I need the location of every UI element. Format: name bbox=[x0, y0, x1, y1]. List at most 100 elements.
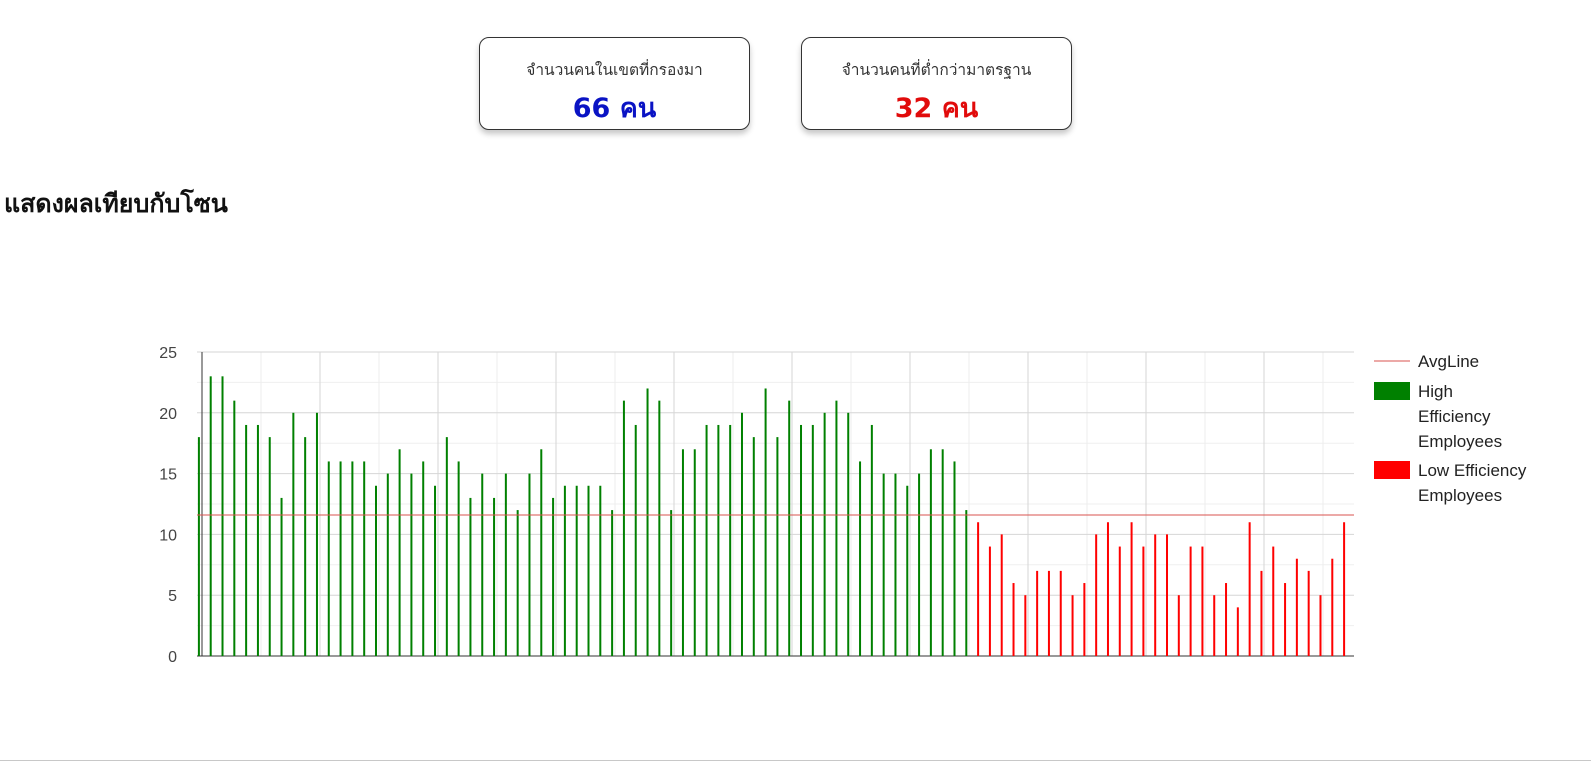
high-efficiency-bar bbox=[800, 424, 803, 656]
section-title: แสดงผลเทียบกับโซน bbox=[4, 189, 228, 218]
low-efficiency-bar bbox=[1000, 534, 1003, 656]
low-efficiency-bar bbox=[1071, 595, 1074, 656]
low-efficiency-bar bbox=[1177, 595, 1180, 656]
high-efficiency-bar bbox=[504, 473, 507, 656]
high-efficiency-bar bbox=[811, 424, 814, 656]
high-efficiency-bar bbox=[351, 461, 354, 656]
high-efficiency-bar bbox=[469, 497, 472, 656]
high-efficiency-bar bbox=[374, 485, 377, 656]
high-efficiency-bar bbox=[740, 412, 743, 656]
high-efficiency-bar bbox=[835, 400, 838, 656]
low-efficiency-bar bbox=[1036, 570, 1039, 656]
low-efficiency-bar bbox=[1272, 546, 1275, 656]
low-efficiency-bar bbox=[1142, 546, 1145, 656]
high-efficiency-bar bbox=[386, 473, 389, 656]
high-efficiency-bar bbox=[658, 400, 661, 656]
high-efficiency-bar bbox=[906, 485, 909, 656]
screened-count-value: 66 คน bbox=[572, 93, 657, 124]
high-efficiency-bar bbox=[221, 376, 224, 656]
high-efficiency-bar bbox=[292, 412, 295, 656]
high-efficiency-bar bbox=[870, 424, 873, 656]
high-efficiency-bar bbox=[233, 400, 236, 656]
efficiency-bar-chart: 0 5 10 15 20 25 AvgLine High Efficiency Employees… bbox=[159, 345, 1527, 666]
low-efficiency-bar bbox=[1248, 522, 1251, 656]
legend-high-label: High Efficiency Employees bbox=[1418, 382, 1502, 451]
low-efficiency-bar bbox=[988, 546, 991, 656]
high-efficiency-bar bbox=[422, 461, 425, 656]
high-efficiency-bar bbox=[847, 412, 850, 656]
legend-low-label: Low Efficiency Employees bbox=[1418, 461, 1527, 505]
low-efficiency-bar bbox=[1083, 583, 1086, 656]
low-efficiency-bar bbox=[1047, 570, 1050, 656]
low-efficiency-bar bbox=[1295, 558, 1298, 656]
high-efficiency-bar bbox=[634, 424, 637, 656]
legend-low-swatch bbox=[1374, 461, 1410, 479]
low-efficiency-bar bbox=[1095, 534, 1098, 656]
y-tick-label: 15 bbox=[159, 467, 177, 484]
legend-high-swatch bbox=[1374, 382, 1410, 400]
high-efficiency-bar bbox=[398, 449, 401, 656]
high-efficiency-bar bbox=[611, 510, 614, 656]
legend-avgline-label: AvgLine bbox=[1418, 352, 1479, 371]
high-efficiency-bar bbox=[776, 437, 779, 656]
high-efficiency-bar bbox=[823, 412, 826, 656]
high-efficiency-bar bbox=[268, 437, 271, 656]
high-efficiency-bar bbox=[245, 424, 248, 656]
high-efficiency-bar bbox=[918, 473, 921, 656]
high-efficiency-bar bbox=[622, 400, 625, 656]
high-efficiency-bar bbox=[516, 510, 519, 656]
high-efficiency-bar bbox=[363, 461, 366, 656]
bottom-divider bbox=[0, 760, 1591, 761]
y-tick-label: 25 bbox=[159, 345, 177, 362]
y-tick-label: 20 bbox=[159, 406, 177, 423]
high-efficiency-bar bbox=[197, 437, 200, 656]
low-efficiency-bar bbox=[1106, 522, 1109, 656]
low-efficiency-bar bbox=[1307, 570, 1310, 656]
low-efficiency-bar bbox=[1166, 534, 1169, 656]
low-efficiency-bar bbox=[1012, 583, 1015, 656]
high-efficiency-bar bbox=[563, 485, 566, 656]
high-efficiency-bar bbox=[764, 388, 767, 656]
high-efficiency-bar bbox=[256, 424, 259, 656]
high-efficiency-bar bbox=[528, 473, 531, 656]
high-efficiency-bar bbox=[599, 485, 602, 656]
low-efficiency-bar bbox=[1059, 570, 1062, 656]
screened-count-label: จำนวนคนในเขตที่กรองมา bbox=[526, 61, 703, 79]
screened-count-card: จำนวนคนในเขตที่กรองมา 66 คน bbox=[479, 37, 750, 130]
high-efficiency-bar bbox=[575, 485, 578, 656]
high-efficiency-bar bbox=[280, 497, 283, 656]
high-efficiency-bar bbox=[493, 497, 496, 656]
high-efficiency-bar bbox=[729, 424, 732, 656]
high-efficiency-bar bbox=[339, 461, 342, 656]
below-standard-count-card: จำนวนคนที่ต่ำกว่ามาตรฐาน 32 คน bbox=[801, 37, 1072, 130]
high-efficiency-bar bbox=[929, 449, 932, 656]
y-tick-label: 5 bbox=[168, 588, 177, 605]
low-efficiency-bar bbox=[1343, 522, 1346, 656]
low-efficiency-bar bbox=[1319, 595, 1322, 656]
low-efficiency-bar bbox=[1118, 546, 1121, 656]
high-efficiency-bar bbox=[587, 485, 590, 656]
low-efficiency-bar bbox=[1024, 595, 1027, 656]
high-efficiency-bar bbox=[894, 473, 897, 656]
high-efficiency-bar bbox=[410, 473, 413, 656]
high-efficiency-bar bbox=[681, 449, 684, 656]
high-efficiency-bar bbox=[953, 461, 956, 656]
low-efficiency-bar bbox=[1154, 534, 1157, 656]
y-tick-label: 0 bbox=[168, 649, 177, 666]
low-efficiency-bar bbox=[1201, 546, 1204, 656]
low-efficiency-bar bbox=[1331, 558, 1334, 656]
low-efficiency-bar bbox=[1284, 583, 1287, 656]
high-efficiency-bar bbox=[540, 449, 543, 656]
high-efficiency-bar bbox=[552, 497, 555, 656]
low-efficiency-bar bbox=[1236, 607, 1239, 656]
high-efficiency-bar bbox=[693, 449, 696, 656]
high-efficiency-bar bbox=[304, 437, 307, 656]
low-efficiency-bar bbox=[1130, 522, 1133, 656]
high-efficiency-bar bbox=[457, 461, 460, 656]
high-efficiency-bar bbox=[859, 461, 862, 656]
high-efficiency-bar bbox=[717, 424, 720, 656]
y-tick-label: 10 bbox=[159, 527, 177, 544]
high-efficiency-bar bbox=[315, 412, 318, 656]
high-efficiency-bar bbox=[752, 437, 755, 656]
high-efficiency-bar bbox=[481, 473, 484, 656]
